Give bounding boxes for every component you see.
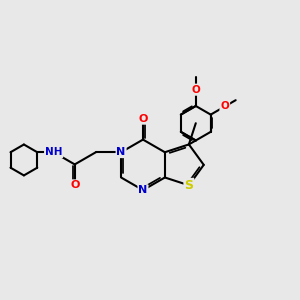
Text: O: O: [191, 85, 200, 94]
Text: N: N: [116, 147, 126, 157]
Text: O: O: [191, 85, 200, 94]
Text: O: O: [138, 114, 148, 124]
Text: O: O: [220, 101, 229, 111]
Text: NH: NH: [45, 147, 62, 157]
Text: O: O: [70, 180, 80, 190]
Text: S: S: [184, 179, 194, 192]
Text: N: N: [138, 185, 148, 195]
Text: O: O: [220, 101, 229, 111]
